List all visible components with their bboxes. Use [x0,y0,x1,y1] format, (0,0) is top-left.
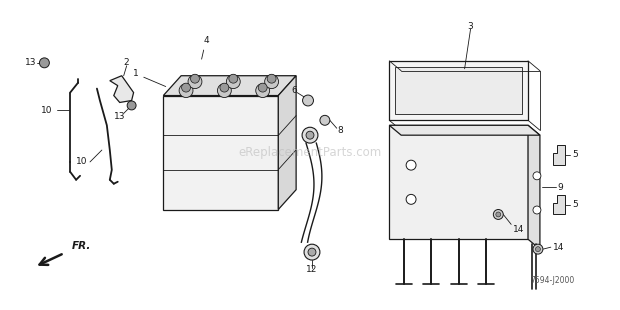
Text: 3: 3 [467,22,474,31]
Circle shape [267,74,276,83]
Polygon shape [278,76,296,210]
Circle shape [306,131,314,139]
Text: 6: 6 [291,86,297,95]
Circle shape [406,160,416,170]
Circle shape [127,101,136,110]
Text: eReplacementParts.com: eReplacementParts.com [238,145,382,158]
Text: 13: 13 [25,58,37,67]
Text: 8: 8 [338,126,343,135]
Text: FR.: FR. [72,241,92,251]
Circle shape [179,84,193,98]
Circle shape [406,194,416,204]
Circle shape [302,127,318,143]
Circle shape [308,248,316,256]
Circle shape [265,75,278,89]
Text: 10: 10 [41,106,52,115]
Polygon shape [389,125,540,135]
Circle shape [496,212,501,217]
Circle shape [190,74,200,83]
Polygon shape [163,95,278,210]
Circle shape [218,84,231,98]
Polygon shape [528,125,540,249]
Polygon shape [553,195,565,215]
Text: 9: 9 [558,183,564,192]
Text: 14: 14 [553,243,564,252]
Circle shape [259,83,267,92]
Circle shape [304,244,320,260]
Text: 10: 10 [76,157,88,166]
Text: 12: 12 [306,265,317,274]
Text: 4: 4 [202,36,209,59]
Polygon shape [553,145,565,165]
Text: 5: 5 [573,150,578,160]
Polygon shape [389,61,528,120]
Circle shape [303,95,314,106]
Polygon shape [163,76,296,95]
Circle shape [220,83,229,92]
Circle shape [256,84,270,98]
Circle shape [533,172,541,180]
Circle shape [494,210,503,219]
Polygon shape [389,125,528,239]
Text: 14: 14 [513,225,525,234]
Text: 1: 1 [133,69,166,86]
Circle shape [320,115,330,125]
Text: 13: 13 [114,112,125,121]
Circle shape [40,58,50,68]
Circle shape [188,75,202,89]
Text: 7594-J2000: 7594-J2000 [531,276,575,286]
Circle shape [533,206,541,214]
Circle shape [226,75,240,89]
Circle shape [182,83,190,92]
Circle shape [533,244,543,254]
Polygon shape [395,67,522,114]
Text: 2: 2 [124,58,130,67]
Circle shape [536,247,541,252]
Polygon shape [110,76,133,103]
Circle shape [229,74,237,83]
Text: 5: 5 [573,200,578,209]
